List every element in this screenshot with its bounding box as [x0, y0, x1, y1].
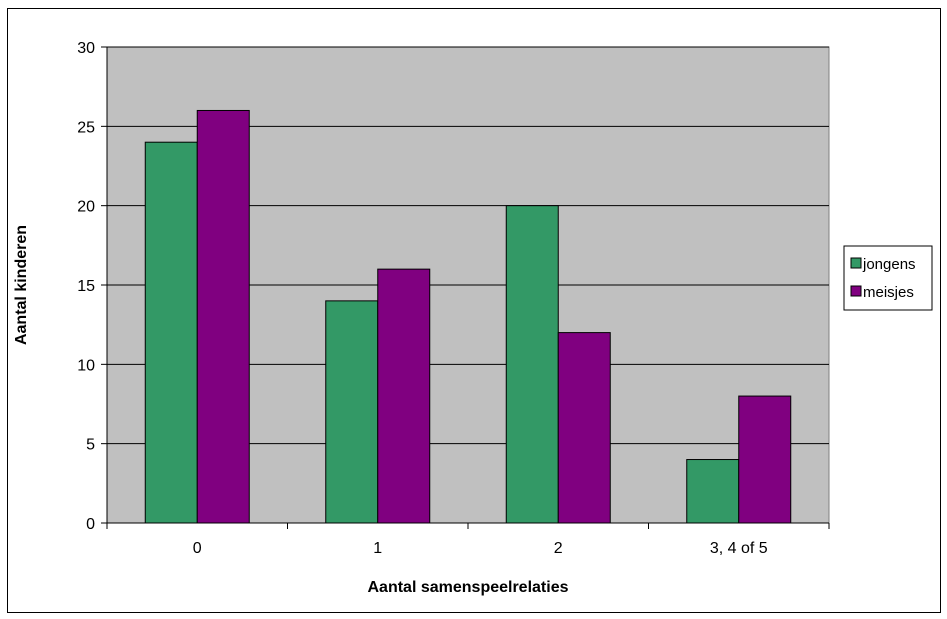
- y-tick-label: 10: [77, 357, 95, 374]
- legend-box: [843, 245, 933, 311]
- x-tick-label: 0: [193, 540, 202, 557]
- bar-jongens-2: [505, 205, 559, 524]
- x-tick-label: 3, 4 of 5: [710, 540, 768, 557]
- axes-group: 0 5 10 15 20 25 30 0 1 2 3, 4 of 5: [77, 40, 830, 557]
- y-tick-label: 15: [77, 278, 95, 295]
- bar-meisjes-2: [557, 332, 611, 524]
- y-tick-label: 25: [77, 119, 95, 136]
- bar-jongens-0: [144, 141, 198, 524]
- bar-meisjes-0: [196, 109, 250, 524]
- legend-label-jongens: jongens: [862, 256, 916, 273]
- legend-swatch-jongens: [850, 257, 862, 269]
- y-axis-title: Aantal kinderen: [13, 225, 30, 345]
- bar-jongens-1: [325, 300, 379, 524]
- bars-group: [144, 109, 792, 524]
- y-tick-label: 5: [86, 437, 95, 454]
- legend: jongens meisjes: [843, 245, 933, 311]
- bar-meisjes-3: [738, 395, 792, 524]
- bar-meisjes-1: [377, 268, 431, 524]
- x-tick-label: 2: [554, 540, 563, 557]
- y-tick-label: 0: [86, 516, 95, 533]
- legend-swatch-meisjes: [850, 285, 862, 297]
- x-tick-label: 1: [373, 540, 382, 557]
- bar-jongens-3: [686, 459, 740, 524]
- y-tick-label: 20: [77, 199, 95, 216]
- y-tick-label: 30: [77, 40, 95, 57]
- legend-label-meisjes: meisjes: [863, 284, 914, 301]
- x-axis-title: Aantal samenspeelrelaties: [368, 579, 569, 596]
